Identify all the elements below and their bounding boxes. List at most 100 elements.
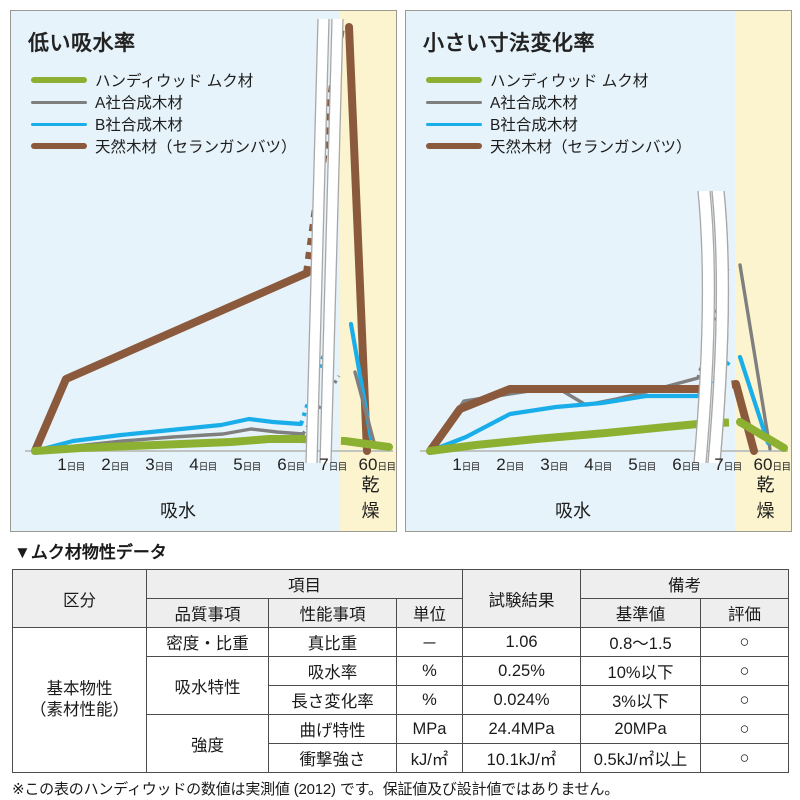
- x-tick: 4日目: [189, 455, 217, 474]
- legend-line-swatch-green-icon: [31, 77, 87, 83]
- x-tick: 1日目: [452, 455, 480, 474]
- cell-hyouka: ○: [700, 656, 790, 686]
- table-heading: ▼ムク材物性データ: [14, 543, 167, 562]
- kubun-sub: （素材性能）: [30, 701, 129, 719]
- cell-hinshitsu: 強度: [146, 714, 269, 773]
- legend-item: B社合成木材: [31, 113, 297, 135]
- cell-kijun: 3%以下: [580, 685, 702, 715]
- legend-label: B社合成木材: [490, 117, 578, 134]
- kubun-main: 基本物性: [46, 679, 113, 698]
- legend-label: ハンディウッド ムク材: [95, 73, 254, 90]
- table-row: 強度 曲げ特性 MPa 24.4MPa 20MPa ○: [13, 714, 790, 773]
- x-tick: 5日目: [628, 455, 656, 474]
- zone-band-1: 吸水 乾燥: [11, 475, 396, 531]
- chart-plot-area-1: [25, 18, 393, 464]
- x-tick: 5日目: [233, 455, 261, 474]
- th-koumoku: 項目: [145, 569, 464, 599]
- chart-legend-1: ハンディウッド ムク材 A社合成木材 B社合成木材 天然木材（セランガンバツ）: [31, 69, 297, 157]
- axis-break-marker-2: [693, 190, 729, 464]
- table-header-row-2: 品質事項 性能事項 単位 基準値 評価: [13, 598, 790, 628]
- chart-panel-absorption: 低い吸水率 ハンディウッド ムク材 A社合成木材 B社合成木材 天然木材（セラン…: [10, 10, 397, 532]
- x-tick: 3日目: [540, 455, 568, 474]
- x-tick: 3日目: [145, 455, 173, 474]
- th-seinou: 性能事項: [268, 598, 397, 628]
- x-tick: 60日目: [358, 455, 396, 474]
- legend-line-swatch-blue-icon: [31, 122, 87, 126]
- axis-break-marker-1: [305, 18, 344, 464]
- cell-kijun: 0.5kJ/㎡以上: [580, 743, 702, 773]
- cell-hinshitsu: 吸水特性: [146, 656, 269, 715]
- x-tick: 7日目: [714, 455, 742, 474]
- legend-line-swatch-blue-icon: [426, 122, 482, 126]
- charts-row: 低い吸水率 ハンディウッド ムク材 A社合成木材 B社合成木材 天然木材（セラン…: [10, 10, 792, 532]
- legend-label: A社合成木材: [490, 95, 578, 112]
- th-kekka: 試験結果: [462, 569, 582, 628]
- legend-line-swatch-gray-icon: [426, 100, 482, 104]
- x-tick: 2日目: [101, 455, 129, 474]
- th-kubun: 区分: [12, 569, 147, 628]
- cell-tani: %: [395, 656, 464, 686]
- cell-tani: MPa: [395, 714, 464, 744]
- th-kijun: 基準値: [580, 598, 702, 628]
- legend-label: 天然木材（セランガンバツ）: [95, 139, 297, 156]
- x-tick: 4日目: [584, 455, 612, 474]
- cell-tani: kJ/㎡: [395, 743, 464, 773]
- legend-line-swatch-brown-icon: [31, 143, 87, 149]
- table-row: 基本物性 （素材性能） 密度・比重 真比重 － 1.06 0.8〜1.5 ○: [12, 627, 790, 773]
- legend-item: ハンディウッド ムク材: [426, 69, 692, 91]
- chart-legend-2: ハンディウッド ムク材 A社合成木材 B社合成木材 天然木材（セランガンバツ）: [426, 69, 692, 157]
- cell-kekka: 0.25%: [462, 656, 582, 686]
- cell-seinou: 長さ変化率: [268, 685, 397, 715]
- cell-seinou: 吸水率: [268, 656, 397, 686]
- material-properties-table: 区分 項目 試験結果 備考 品質事項 性能事項 単位 基準値 評価 基本物性: [12, 569, 790, 773]
- legend-label: B社合成木材: [95, 117, 183, 134]
- table-row: 衝撃強さ kJ/㎡ 10.1kJ/㎡ 0.5kJ/㎡以上 ○: [13, 743, 790, 773]
- legend-item: 天然木材（セランガンバツ）: [31, 135, 297, 157]
- legend-item: B社合成木材: [426, 113, 692, 135]
- legend-label: A社合成木材: [95, 95, 183, 112]
- table-row: 吸水特性 吸水率 % 0.25% 10%以下 ○: [13, 656, 790, 715]
- cell-hyouka: ○: [700, 714, 790, 744]
- cell-seinou: 曲げ特性: [268, 714, 397, 744]
- x-tick: 6日目: [672, 455, 700, 474]
- chart-title-2: 小さい寸法変化率: [423, 32, 595, 55]
- zone-label-drying: 乾燥: [756, 475, 775, 521]
- legend-item: 天然木材（セランガンバツ）: [426, 135, 692, 157]
- cell-kijun: 10%以下: [580, 656, 702, 686]
- cell-hyouka: ○: [700, 743, 790, 773]
- zone-label-absorption: 吸水: [160, 501, 196, 521]
- table-section: ▼ムク材物性データ 区分 項目 試験結果 備考 品質事項 性能事項 単位 基準値: [0, 538, 800, 799]
- cell-kijun: 20MPa: [580, 714, 702, 744]
- table-header-row-1: 区分 項目 試験結果 備考: [12, 569, 790, 628]
- legend-line-swatch-green-icon: [426, 77, 482, 83]
- th-bikou: 備考: [580, 569, 790, 599]
- zone-band-2: 吸水 乾燥: [406, 475, 791, 531]
- table-footnote: ※この表のハンディウッドの数値は実測値 (2012) です。保証値及び設計値では…: [12, 781, 620, 798]
- cell-kekka: 24.4MPa: [462, 714, 582, 744]
- cell-tani: －: [395, 627, 464, 657]
- x-tick: 7日目: [319, 455, 347, 474]
- cell-seinou: 真比重: [268, 627, 397, 657]
- cell-kijun: 0.8〜1.5: [580, 627, 702, 657]
- legend-line-swatch-gray-icon: [31, 100, 87, 104]
- cell-kubun: 基本物性 （素材性能）: [12, 627, 147, 773]
- zone-label-absorption: 吸水: [555, 501, 591, 521]
- x-axis-ticks-2: 1日目 2日目 3日目 4日目 5日目 6日目 7日目 60日目: [406, 449, 791, 475]
- chart-panel-dimensional-change: 小さい寸法変化率 ハンディウッド ムク材 A社合成木材 B社合成木材 天然木材（…: [405, 10, 792, 532]
- legend-item: A社合成木材: [426, 91, 692, 113]
- x-tick: 60日目: [753, 455, 791, 474]
- legend-label: ハンディウッド ムク材: [490, 73, 649, 90]
- legend-item: A社合成木材: [31, 91, 297, 113]
- cell-kekka: 10.1kJ/㎡: [462, 743, 582, 773]
- cell-kekka: 0.024%: [462, 685, 582, 715]
- table-row: 長さ変化率 % 0.024% 3%以下 ○: [13, 685, 790, 715]
- legend-label: 天然木材（セランガンバツ）: [490, 139, 692, 156]
- th-hyouka: 評価: [700, 598, 790, 628]
- cell-seinou: 衝撃強さ: [268, 743, 397, 773]
- chart-plot-area-2: [420, 190, 788, 464]
- cell-tani: %: [395, 685, 464, 715]
- th-tani: 単位: [395, 598, 464, 628]
- th-hinshitsu: 品質事項: [146, 598, 269, 628]
- chart-title-1: 低い吸水率: [28, 32, 136, 55]
